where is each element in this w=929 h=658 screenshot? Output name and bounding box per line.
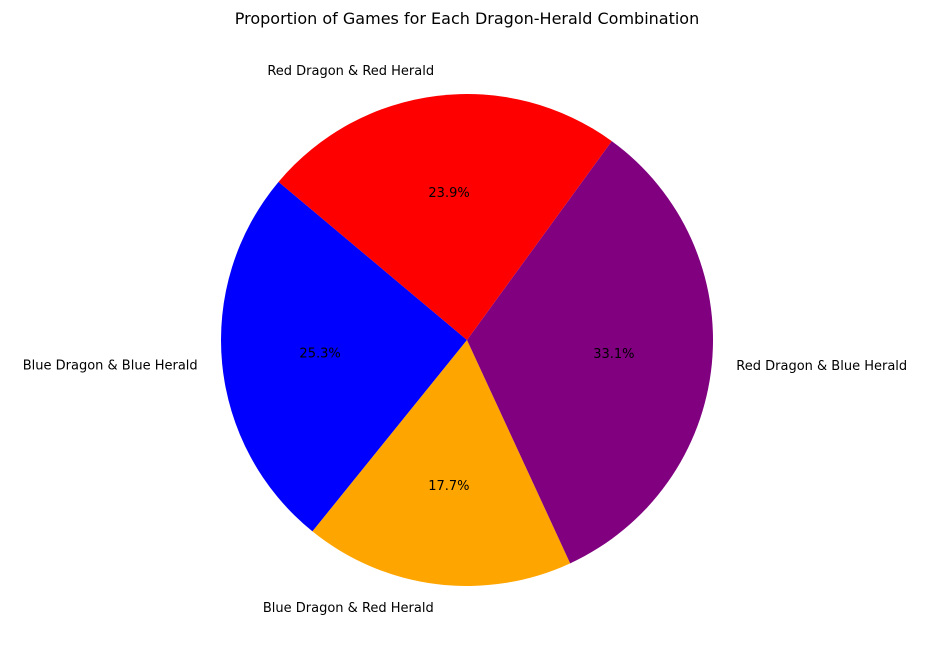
slice-label-blue-dragon-and-blue-herald: Blue Dragon & Blue Herald [23,359,198,374]
pct-label-blue-dragon-and-blue-herald: 25.3% [299,347,340,362]
pct-label-red-dragon-and-blue-herald: 33.1% [593,347,634,362]
pie-slice-red-dragon-and-blue-herald [467,141,713,564]
pct-label-blue-dragon-and-red-herald: 17.7% [428,479,469,494]
pie-slice-blue-dragon-and-red-herald [312,340,571,586]
pct-label-red-dragon-and-red-herald: 23.9% [428,186,469,201]
slice-label-red-dragon-and-red-herald: Red Dragon & Red Herald [267,64,434,79]
pie-slice-red-dragon-and-red-herald [278,93,612,340]
chart-title: Proportion of Games for Each Dragon-Hera… [235,9,699,28]
slice-label-blue-dragon-and-red-herald: Blue Dragon & Red Herald [263,601,434,616]
pie-slice-blue-dragon-and-blue-herald [220,181,467,532]
slice-labels: Blue Dragon & Blue Herald Blue Dragon & R… [23,64,907,616]
pie-slices [220,93,713,586]
slice-label-red-dragon-and-blue-herald: Red Dragon & Blue Herald [736,359,907,374]
percentage-labels: 25.3% 17.7% 33.1% 23.9% [299,186,634,494]
